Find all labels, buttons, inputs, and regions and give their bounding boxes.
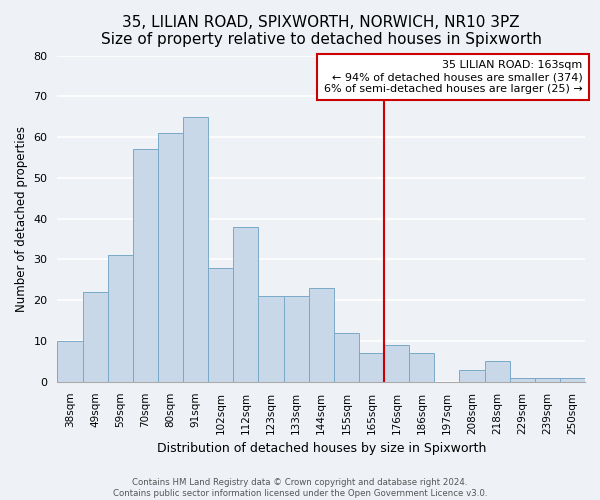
Bar <box>58 341 83 382</box>
X-axis label: Distribution of detached houses by size in Spixworth: Distribution of detached houses by size … <box>157 442 486 455</box>
Bar <box>485 362 509 382</box>
Bar <box>384 345 409 382</box>
Title: 35, LILIAN ROAD, SPIXWORTH, NORWICH, NR10 3PZ
Size of property relative to detac: 35, LILIAN ROAD, SPIXWORTH, NORWICH, NR1… <box>101 15 542 48</box>
Bar <box>460 370 485 382</box>
Y-axis label: Number of detached properties: Number of detached properties <box>15 126 28 312</box>
Bar <box>183 116 208 382</box>
Bar <box>308 288 334 382</box>
Bar <box>409 354 434 382</box>
Bar <box>359 354 384 382</box>
Bar <box>133 150 158 382</box>
Bar <box>107 256 133 382</box>
Bar <box>560 378 585 382</box>
Bar <box>83 292 107 382</box>
Bar <box>509 378 535 382</box>
Bar <box>535 378 560 382</box>
Bar <box>284 296 308 382</box>
Bar <box>233 227 259 382</box>
Text: 35 LILIAN ROAD: 163sqm
← 94% of detached houses are smaller (374)
6% of semi-det: 35 LILIAN ROAD: 163sqm ← 94% of detached… <box>323 60 583 94</box>
Text: Contains HM Land Registry data © Crown copyright and database right 2024.
Contai: Contains HM Land Registry data © Crown c… <box>113 478 487 498</box>
Bar <box>334 333 359 382</box>
Bar <box>259 296 284 382</box>
Bar <box>158 133 183 382</box>
Bar <box>208 268 233 382</box>
